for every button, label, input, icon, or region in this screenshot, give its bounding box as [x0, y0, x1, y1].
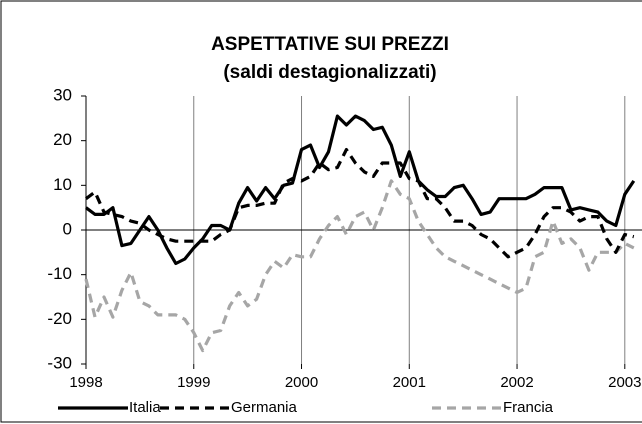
x-tick-label: 2003	[608, 374, 641, 391]
series-line	[84, 179, 635, 353]
y-tick-label: 10	[53, 175, 72, 194]
y-tick-label: 0	[63, 219, 72, 238]
chart-subtitle: (saldi destagionalizzati)	[223, 62, 436, 83]
series-line	[85, 114, 636, 266]
legend-label: Italia	[129, 399, 161, 416]
x-tick-label: 2002	[500, 374, 533, 391]
legend-label: Francia	[503, 399, 554, 416]
series-line	[85, 148, 635, 259]
x-tick-label: 1999	[177, 374, 210, 391]
legend-label: Germania	[231, 399, 298, 416]
y-tick-label: -30	[47, 353, 72, 372]
x-tick-label: 2001	[393, 374, 426, 391]
x-tick-label: 2000	[285, 374, 318, 391]
y-tick-label: 30	[53, 85, 72, 104]
x-tick-label: 1998	[69, 374, 102, 391]
chart-title: ASPETTATIVE SUI PREZZI	[211, 34, 449, 55]
y-tick-label: 20	[53, 130, 72, 149]
y-tick-label: -10	[47, 264, 72, 283]
y-tick-label: -20	[47, 309, 72, 328]
